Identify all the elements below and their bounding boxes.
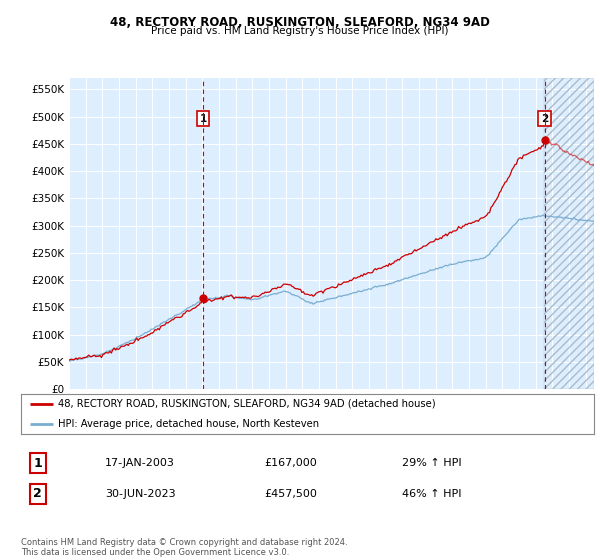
Text: Contains HM Land Registry data © Crown copyright and database right 2024.
This d: Contains HM Land Registry data © Crown c… [21,538,347,557]
Text: 46% ↑ HPI: 46% ↑ HPI [402,489,461,499]
Text: HPI: Average price, detached house, North Kesteven: HPI: Average price, detached house, Nort… [58,419,319,429]
Text: 2: 2 [541,114,548,124]
Text: 17-JAN-2003: 17-JAN-2003 [105,458,175,468]
Text: 1: 1 [34,456,42,470]
Text: 29% ↑ HPI: 29% ↑ HPI [402,458,461,468]
Text: 2: 2 [34,487,42,501]
Text: 48, RECTORY ROAD, RUSKINGTON, SLEAFORD, NG34 9AD (detached house): 48, RECTORY ROAD, RUSKINGTON, SLEAFORD, … [58,399,436,409]
Text: 30-JUN-2023: 30-JUN-2023 [105,489,176,499]
Text: 1: 1 [199,114,206,124]
Text: Price paid vs. HM Land Registry's House Price Index (HPI): Price paid vs. HM Land Registry's House … [151,26,449,36]
Text: 48, RECTORY ROAD, RUSKINGTON, SLEAFORD, NG34 9AD: 48, RECTORY ROAD, RUSKINGTON, SLEAFORD, … [110,16,490,29]
Text: £457,500: £457,500 [264,489,317,499]
Text: £167,000: £167,000 [264,458,317,468]
